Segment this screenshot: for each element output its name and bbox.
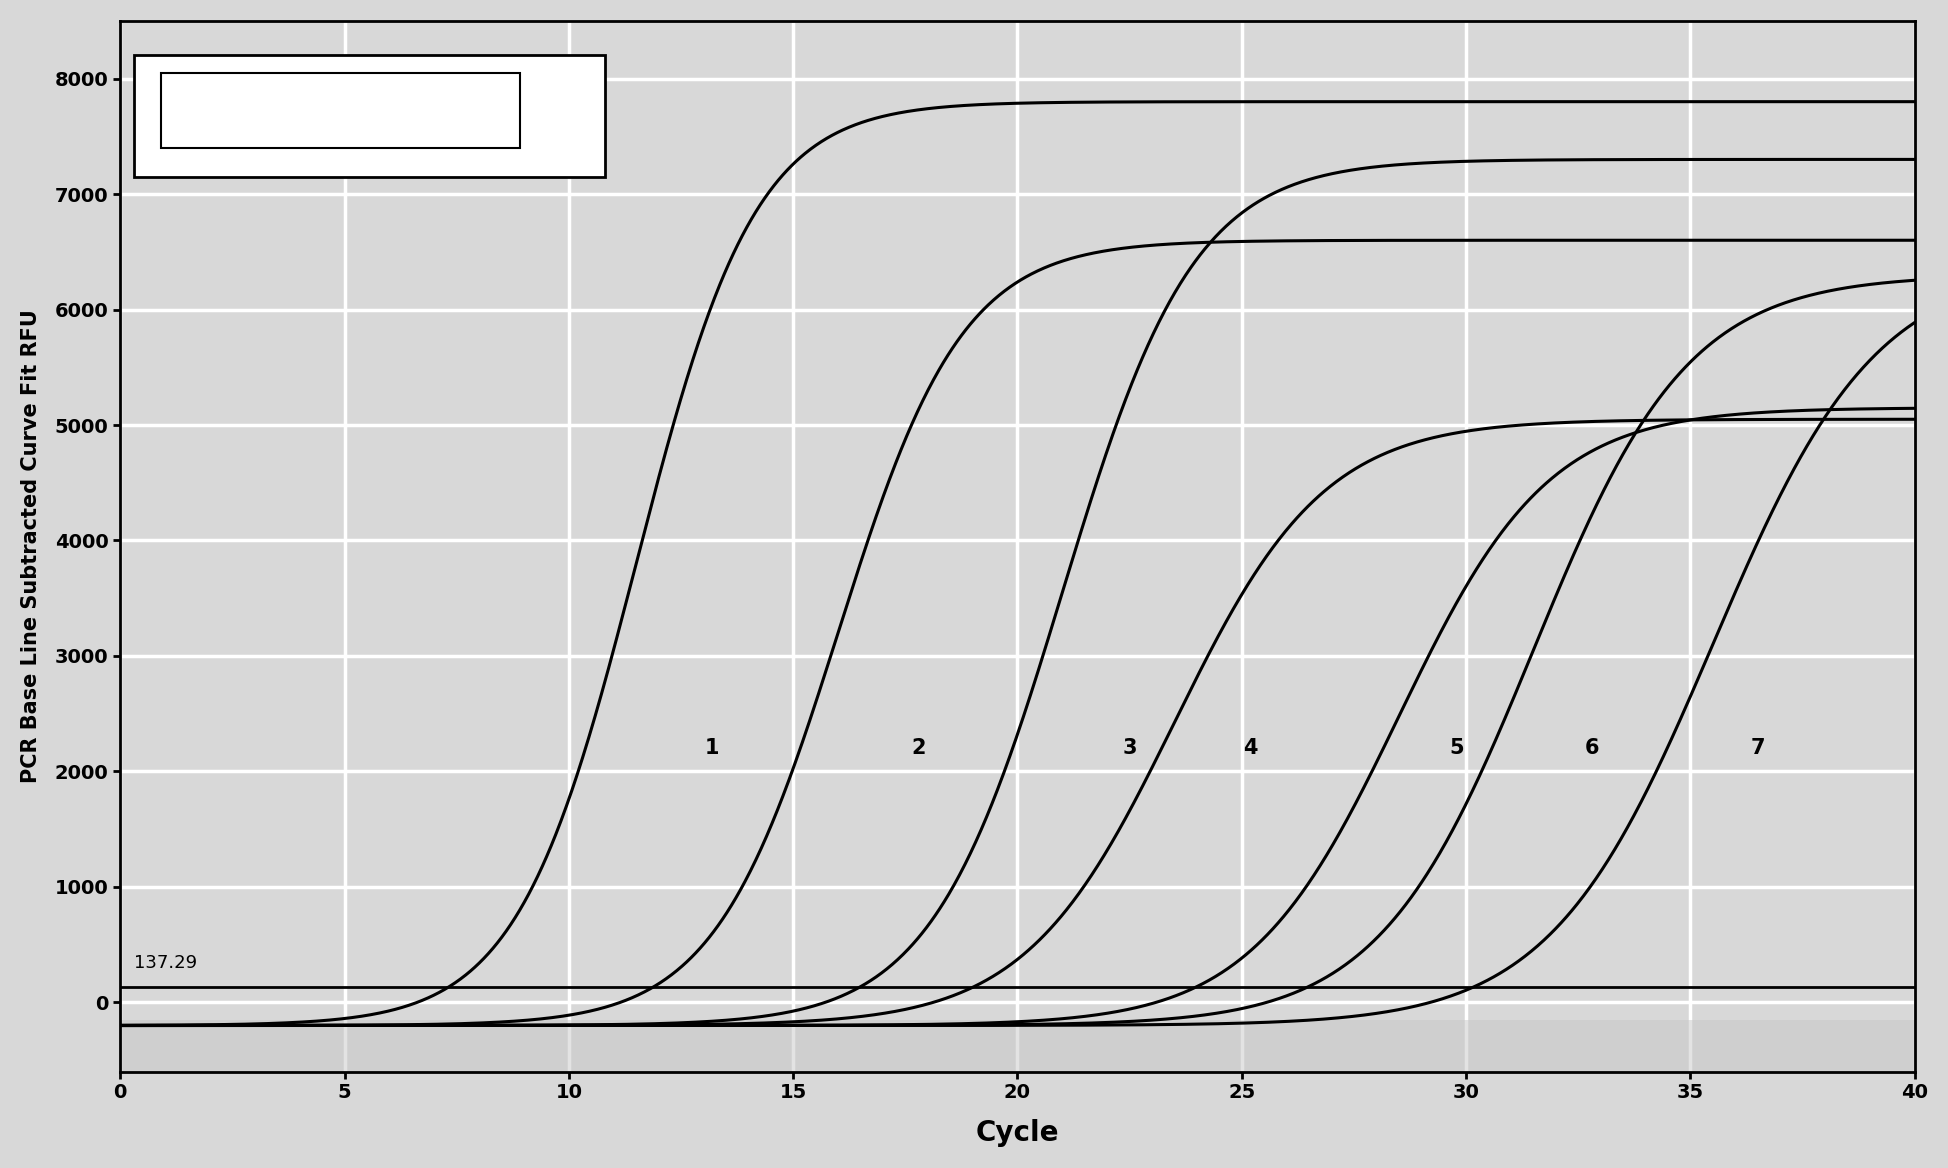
Y-axis label: PCR Base Line Subtracted Curve Fit RFU: PCR Base Line Subtracted Curve Fit RFU xyxy=(21,310,41,783)
X-axis label: Cycle: Cycle xyxy=(976,1119,1058,1147)
Bar xyxy=(160,72,520,148)
Text: 3: 3 xyxy=(1122,738,1136,758)
Bar xyxy=(134,55,604,176)
Text: 2: 2 xyxy=(912,738,925,758)
Text: 5: 5 xyxy=(1449,738,1463,758)
Text: 6: 6 xyxy=(1584,738,1597,758)
Text: 1: 1 xyxy=(705,738,719,758)
Bar xyxy=(121,1020,1913,1072)
Text: 4: 4 xyxy=(1243,738,1256,758)
Text: 137.29: 137.29 xyxy=(134,953,197,972)
Text: 7: 7 xyxy=(1749,738,1765,758)
